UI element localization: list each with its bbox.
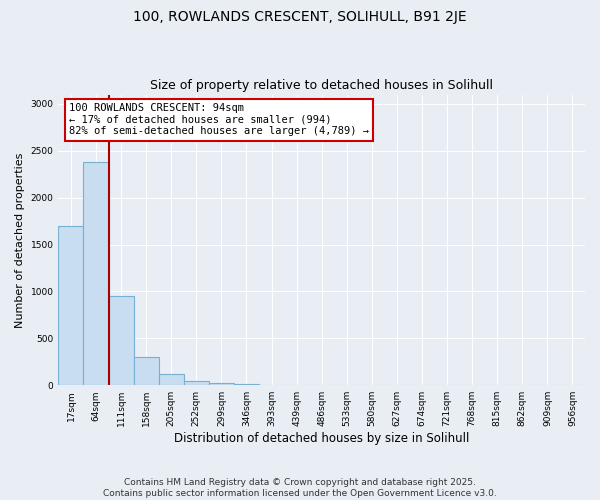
Title: Size of property relative to detached houses in Solihull: Size of property relative to detached ho… xyxy=(150,79,493,92)
Bar xyxy=(83,162,109,385)
Text: 100, ROWLANDS CRESCENT, SOLIHULL, B91 2JE: 100, ROWLANDS CRESCENT, SOLIHULL, B91 2J… xyxy=(133,10,467,24)
Text: 100 ROWLANDS CRESCENT: 94sqm
← 17% of detached houses are smaller (994)
82% of s: 100 ROWLANDS CRESCENT: 94sqm ← 17% of de… xyxy=(69,104,369,136)
Bar xyxy=(184,380,209,385)
Bar xyxy=(134,357,159,385)
X-axis label: Distribution of detached houses by size in Solihull: Distribution of detached houses by size … xyxy=(174,432,469,445)
Y-axis label: Number of detached properties: Number of detached properties xyxy=(15,152,25,328)
Bar xyxy=(58,226,83,385)
Bar xyxy=(209,384,234,385)
Text: Contains HM Land Registry data © Crown copyright and database right 2025.
Contai: Contains HM Land Registry data © Crown c… xyxy=(103,478,497,498)
Bar xyxy=(234,384,259,385)
Bar xyxy=(109,296,134,385)
Bar xyxy=(159,374,184,385)
